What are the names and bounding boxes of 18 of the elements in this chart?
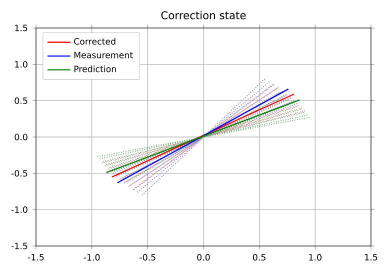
x-tick-label: 1.5 [365,254,378,260]
x-tick-label: 0.0 [197,254,210,261]
x-tick-label: -1.0 [84,254,100,261]
x-tick-label: -0.5 [140,254,156,261]
x-tick-label: -1.5 [28,254,44,260]
y-tick-label: -1.0 [11,206,28,213]
y-tick-label: -1.5 [11,242,28,250]
y-tick-label: 1.5 [15,24,28,32]
chart-title: Correction state [161,11,246,20]
y-tick-label: -0.5 [11,170,28,177]
legend-label: Measurement [74,52,133,58]
legend-label: Corrected [74,38,116,45]
y-tick-label: 0.5 [14,97,28,104]
y-tick-label: 1.0 [15,61,28,68]
y-tick-label: 0.0 [14,134,28,140]
x-tick-label: 1.0 [309,254,322,261]
legend-label: Prediction [74,66,116,72]
x-tick-label: 0.5 [253,254,266,261]
